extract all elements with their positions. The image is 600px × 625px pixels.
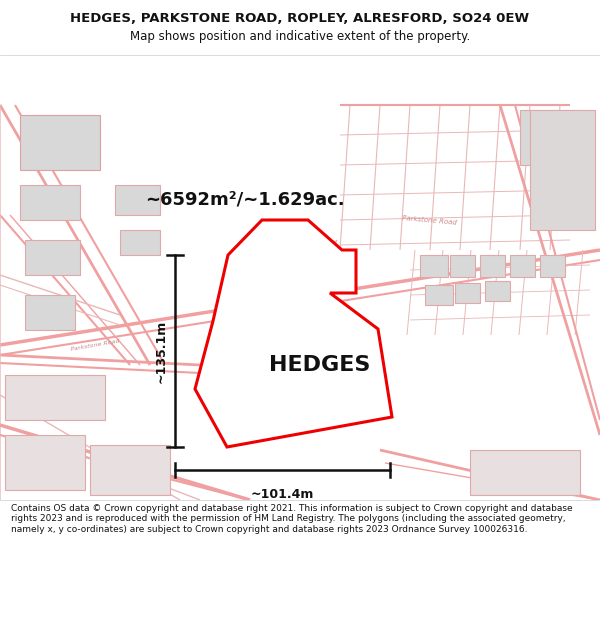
Text: Parkstone Road: Parkstone Road <box>403 214 458 226</box>
Bar <box>20 185 80 220</box>
Bar <box>470 450 580 495</box>
Bar <box>20 115 100 170</box>
Bar <box>5 375 105 420</box>
Bar <box>120 230 160 255</box>
Polygon shape <box>195 220 392 447</box>
Bar <box>5 435 85 490</box>
Bar <box>540 255 565 277</box>
Bar <box>485 281 510 301</box>
Bar <box>425 285 453 305</box>
Bar <box>450 255 475 277</box>
Text: HEDGES: HEDGES <box>269 355 371 375</box>
Bar <box>530 115 585 145</box>
Text: ~135.1m: ~135.1m <box>155 319 167 382</box>
Bar <box>25 240 80 275</box>
Bar <box>510 255 535 277</box>
Bar <box>90 445 170 495</box>
Text: Contains OS data © Crown copyright and database right 2021. This information is : Contains OS data © Crown copyright and d… <box>11 504 572 534</box>
Bar <box>420 255 448 277</box>
Bar <box>115 185 160 215</box>
Bar <box>480 255 505 277</box>
Bar <box>530 110 595 230</box>
Text: Map shows position and indicative extent of the property.: Map shows position and indicative extent… <box>130 30 470 43</box>
Bar <box>25 295 75 330</box>
Text: ~6592m²/~1.629ac.: ~6592m²/~1.629ac. <box>145 191 344 209</box>
Text: HEDGES, PARKSTONE ROAD, ROPLEY, ALRESFORD, SO24 0EW: HEDGES, PARKSTONE ROAD, ROPLEY, ALRESFOR… <box>70 12 530 25</box>
Text: ~101.4m: ~101.4m <box>251 488 314 501</box>
Bar <box>520 110 590 165</box>
Text: Parkstone Road: Parkstone Road <box>70 338 120 352</box>
Bar <box>455 283 480 303</box>
Text: Parkstone Road: Parkstone Road <box>283 234 338 246</box>
